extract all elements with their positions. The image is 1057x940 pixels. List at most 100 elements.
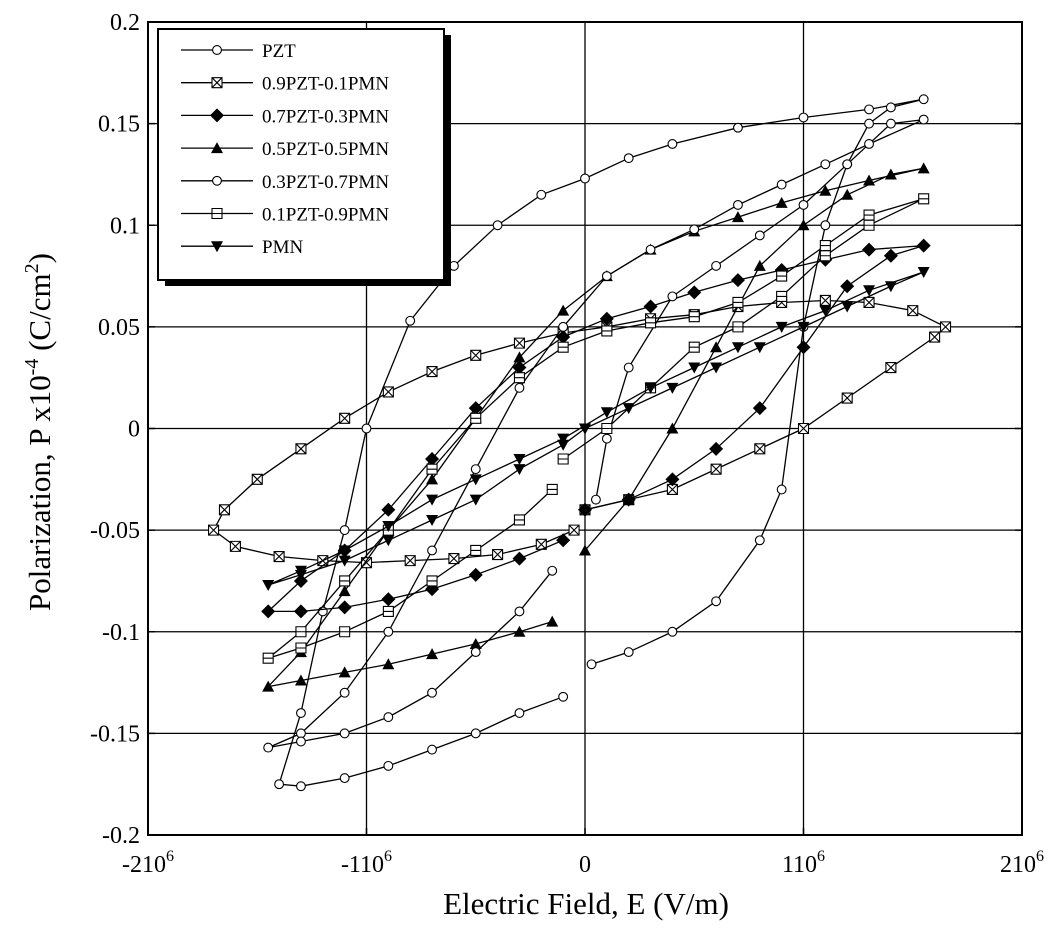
data-point bbox=[885, 361, 897, 374]
data-point bbox=[841, 392, 853, 404]
data-point bbox=[557, 453, 569, 465]
data-point bbox=[211, 207, 223, 220]
data-point bbox=[819, 250, 831, 262]
data-point bbox=[798, 112, 809, 123]
data-point bbox=[295, 642, 307, 654]
series-line bbox=[212, 299, 947, 564]
data-point bbox=[296, 781, 306, 792]
data-point bbox=[557, 304, 570, 316]
data-point bbox=[819, 305, 832, 317]
legend-item: 0.3PZT-0.7PMN bbox=[181, 172, 389, 193]
legend-label: 0.5PZT-0.5PMN bbox=[262, 139, 389, 160]
legend: PZT 0.9PZT-0.1PMN 0.7PZT-0.3PMN 0.5PZT-0.5P… bbox=[157, 28, 451, 286]
data-point bbox=[666, 422, 679, 434]
data-point bbox=[862, 242, 877, 257]
data-point bbox=[863, 174, 876, 186]
data-point bbox=[212, 45, 222, 55]
x-tick-label: 2106 bbox=[1000, 848, 1044, 878]
data-point bbox=[819, 240, 831, 252]
data-point bbox=[688, 311, 700, 323]
legend-label: PMN bbox=[262, 237, 303, 258]
data-point bbox=[666, 382, 679, 394]
data-point bbox=[339, 626, 351, 638]
data-point bbox=[514, 708, 525, 718]
data-point bbox=[427, 687, 437, 698]
data-point bbox=[753, 342, 766, 354]
data-point bbox=[622, 493, 635, 505]
data-point bbox=[338, 545, 351, 557]
data-point bbox=[251, 473, 263, 485]
data-point bbox=[688, 362, 701, 374]
data-point bbox=[427, 744, 437, 755]
axis-ticks: 0.2 0.15 0.1 0.05 0 -0.05 -0.1 -0.15 -0.2-2106 -1… bbox=[90, 10, 1044, 878]
y-axis-title: Polarization, P x10-4 (C/cm2) bbox=[21, 253, 57, 611]
data-point bbox=[710, 362, 723, 374]
data-point bbox=[797, 219, 810, 231]
data-point bbox=[918, 114, 929, 125]
data-point bbox=[666, 483, 678, 496]
series-0-3pzt-0-7pmn bbox=[263, 114, 929, 753]
data-point bbox=[578, 502, 592, 517]
data-point bbox=[470, 544, 482, 556]
data-point bbox=[775, 321, 788, 333]
legend-label: 0.7PZT-0.3PMN bbox=[262, 106, 389, 127]
data-point bbox=[687, 285, 702, 300]
data-point bbox=[754, 443, 766, 455]
data-point bbox=[426, 463, 438, 475]
data-point bbox=[863, 285, 876, 297]
data-point bbox=[337, 600, 352, 615]
data-point bbox=[907, 305, 919, 317]
data-point bbox=[885, 118, 896, 129]
data-point bbox=[884, 168, 897, 180]
data-point bbox=[568, 524, 580, 536]
data-point bbox=[917, 266, 930, 278]
data-point bbox=[732, 296, 744, 309]
data-point bbox=[939, 321, 952, 333]
data-point bbox=[711, 260, 722, 271]
data-point bbox=[468, 401, 483, 416]
data-point bbox=[776, 270, 788, 282]
data-point bbox=[667, 139, 678, 149]
data-point bbox=[601, 433, 612, 444]
data-point bbox=[558, 691, 569, 702]
data-point bbox=[842, 159, 853, 170]
data-point bbox=[556, 330, 571, 345]
y-axis-title-exp: -4 bbox=[21, 359, 43, 376]
y-tick-label: -0.05 bbox=[90, 518, 140, 544]
data-point bbox=[470, 647, 481, 658]
x-tick-label: -2106 bbox=[122, 848, 174, 878]
legend-label: 0.9PZT-0.1PMN bbox=[262, 74, 389, 95]
y-axis-title-unit-exp: 2 bbox=[21, 263, 43, 273]
data-point bbox=[382, 605, 394, 617]
data-point bbox=[361, 423, 372, 434]
series-0-1pzt-0-9pmn bbox=[262, 193, 930, 664]
data-point bbox=[558, 321, 569, 332]
data-point bbox=[404, 555, 416, 567]
data-point bbox=[819, 294, 831, 307]
data-point bbox=[731, 211, 744, 223]
series-group bbox=[208, 94, 952, 792]
data-point bbox=[294, 569, 307, 581]
series-line bbox=[267, 118, 924, 749]
data-point bbox=[339, 773, 350, 784]
data-point bbox=[513, 453, 526, 465]
data-point bbox=[262, 680, 275, 692]
data-point bbox=[863, 219, 875, 231]
data-point bbox=[469, 474, 482, 486]
data-point bbox=[753, 259, 766, 271]
data-point bbox=[211, 77, 223, 89]
data-point bbox=[645, 244, 656, 255]
data-point bbox=[864, 139, 874, 149]
data-point bbox=[644, 382, 657, 394]
data-point bbox=[263, 742, 274, 753]
data-point bbox=[579, 423, 591, 435]
data-point bbox=[665, 472, 680, 487]
data-point bbox=[492, 548, 504, 561]
data-point bbox=[212, 175, 222, 186]
legend-item: 0.5PZT-0.5PMN bbox=[181, 139, 389, 160]
legend-box bbox=[157, 28, 445, 281]
y-tick-label: 0.2 bbox=[110, 10, 140, 36]
data-point bbox=[262, 580, 275, 592]
data-point bbox=[218, 504, 231, 516]
data-point bbox=[317, 606, 328, 617]
